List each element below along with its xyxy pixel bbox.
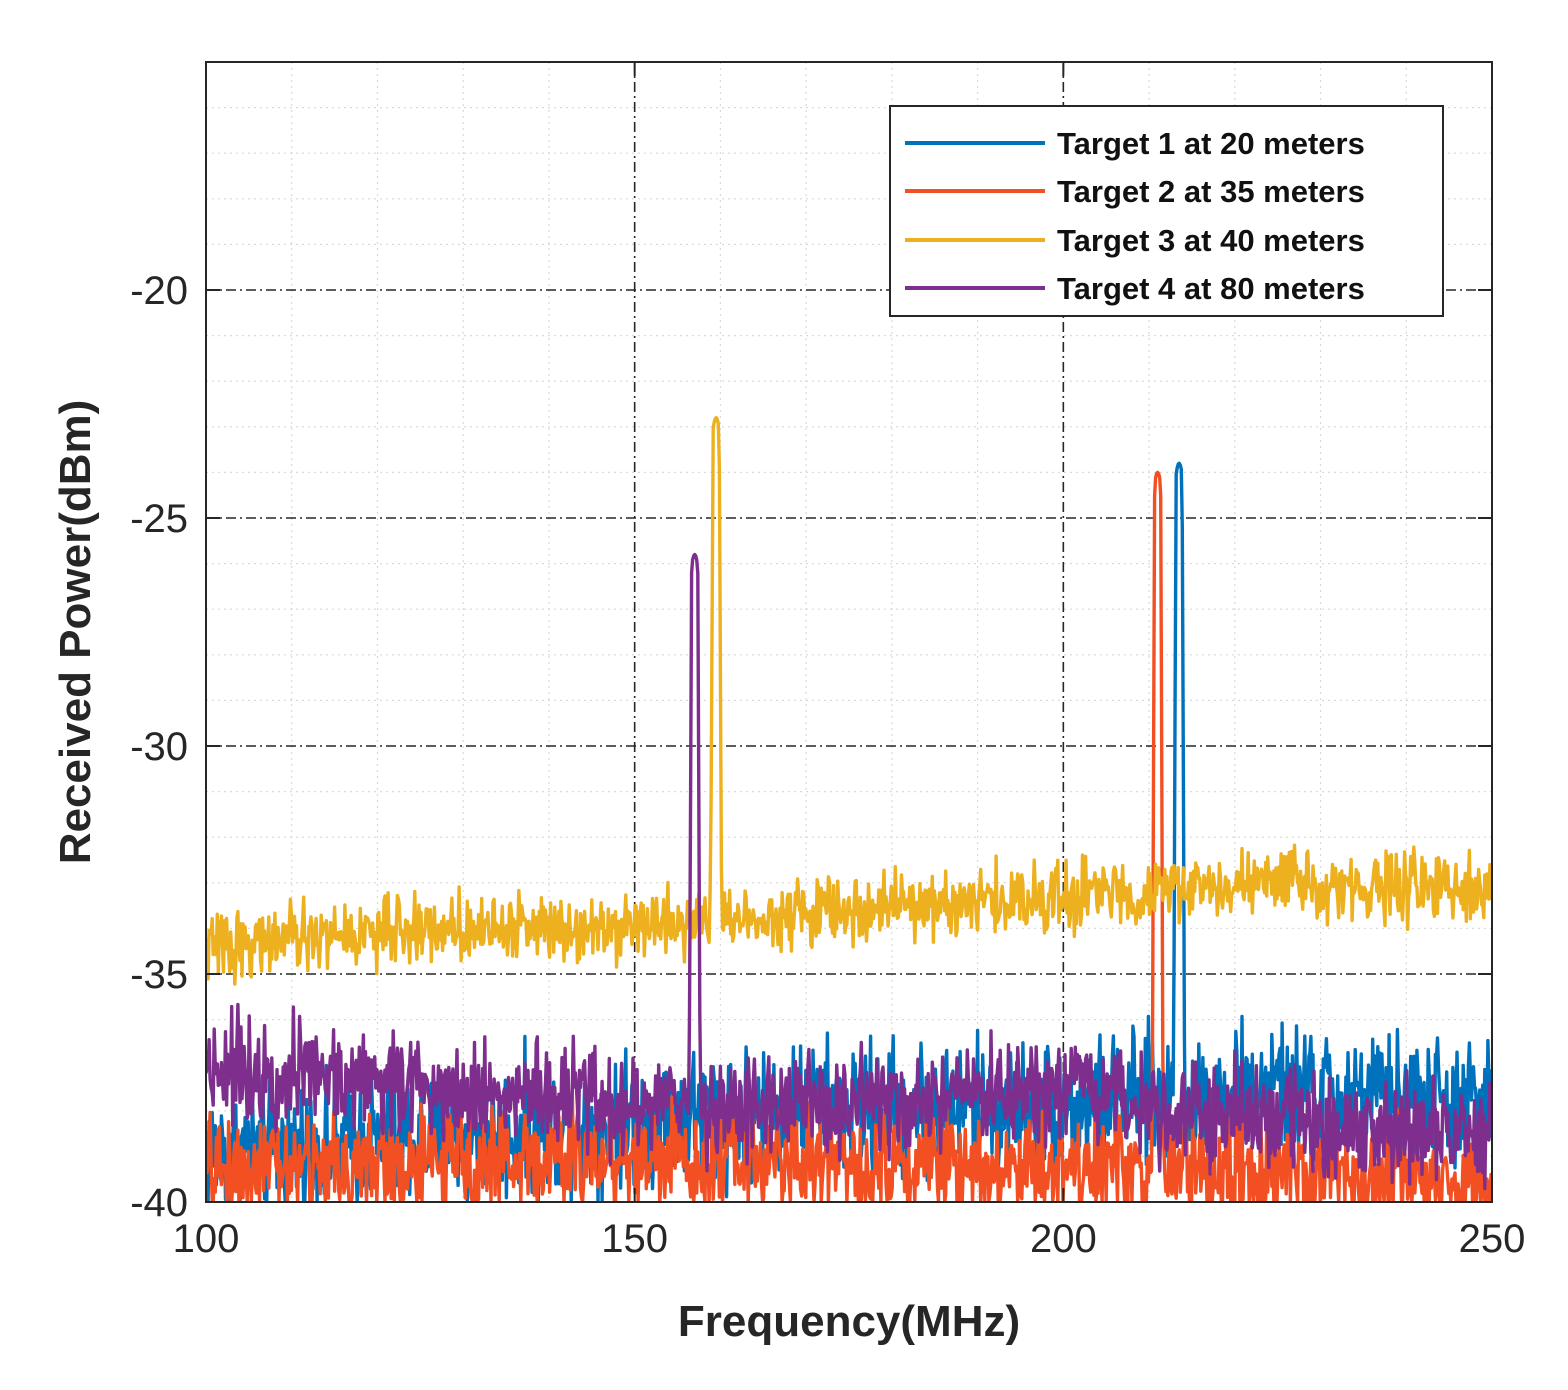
legend: Target 1 at 20 meters Target 2 at 35 met…	[889, 105, 1444, 317]
x-tick-label: 100	[173, 1217, 240, 1261]
minor-grid	[206, 62, 1492, 1202]
x-axis-title: Frequency(MHz)	[678, 1297, 1020, 1346]
legend-label-3: Target 3 at 40 meters	[1057, 223, 1365, 258]
y-tick-label: -25	[130, 497, 188, 541]
series-line-4	[206, 552, 1492, 1191]
legend-label-1: Target 1 at 20 meters	[1057, 126, 1365, 161]
series-layer	[206, 416, 1492, 1202]
series-line-3	[206, 416, 1492, 986]
ticks-layer: 100 150 200 250 -40 -35 -30 -25 -20	[130, 62, 1525, 1261]
y-axis-title: Received Power(dBm)	[51, 400, 100, 865]
legend-label-4: Target 4 at 80 meters	[1057, 271, 1365, 306]
y-tick-label: -30	[130, 725, 188, 769]
y-tick-label: -20	[130, 269, 188, 313]
series-line-2	[206, 470, 1492, 1202]
plot-frame	[205, 61, 1493, 1203]
x-tick-label: 150	[601, 1217, 668, 1261]
y-tick-label: -40	[130, 1181, 188, 1225]
y-tick-label: -35	[130, 953, 188, 997]
x-tick-label: 250	[1459, 1217, 1526, 1261]
legend-label-2: Target 2 at 35 meters	[1057, 174, 1365, 209]
x-tick-label: 200	[1030, 1217, 1097, 1261]
